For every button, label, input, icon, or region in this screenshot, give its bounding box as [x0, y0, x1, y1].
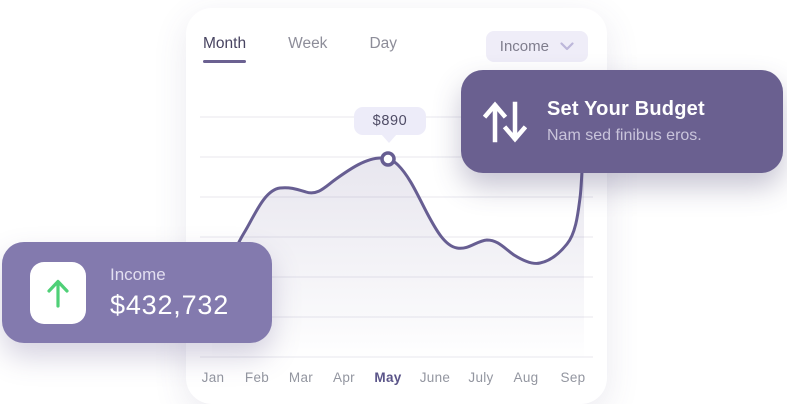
- metric-dropdown-value: Income: [499, 38, 549, 55]
- arrow-up-icon: [47, 279, 69, 308]
- set-budget-card[interactable]: Set Your Budget Nam sed finibus eros.: [461, 70, 783, 173]
- arrows-up-down-icon: [483, 101, 527, 142]
- value-tooltip: $890: [354, 107, 426, 135]
- x-label-aug: Aug: [513, 370, 539, 385]
- tab-week[interactable]: Week: [288, 35, 327, 53]
- x-label-sep: Sep: [560, 370, 586, 385]
- value-tooltip-label: $890: [372, 113, 408, 129]
- income-icon-box: [30, 261, 86, 324]
- chart-canvas[interactable]: [186, 8, 607, 404]
- active-tab-underline: [203, 60, 247, 63]
- budget-texts: Set Your Budget Nam sed finibus eros.: [547, 98, 705, 145]
- tab-month[interactable]: Month: [203, 35, 247, 63]
- income-card-value: $432,732: [110, 289, 230, 320]
- chart-panel: Month Week Day Income: [186, 8, 607, 404]
- income-summary-card: Income $432,732: [2, 242, 272, 343]
- metric-dropdown[interactable]: Income: [485, 31, 588, 62]
- x-label-jan: Jan: [201, 370, 225, 385]
- value-tooltip-pointer: [381, 134, 397, 143]
- income-texts: Income $432,732: [110, 265, 229, 321]
- budget-card-title: Set Your Budget: [547, 98, 705, 120]
- x-label-may: May: [374, 370, 402, 385]
- tab-month-label: Month: [203, 35, 247, 52]
- x-label-mar: Mar: [288, 370, 314, 385]
- income-card-label: Income: [110, 264, 166, 284]
- x-label-feb: Feb: [244, 370, 270, 385]
- data-point-marker[interactable]: [380, 151, 396, 167]
- time-range-tabs: Month Week Day: [203, 35, 397, 63]
- tab-day[interactable]: Day: [369, 35, 397, 53]
- x-label-july: July: [468, 370, 494, 385]
- x-label-apr: Apr: [333, 370, 355, 385]
- budget-card-subtitle: Nam sed finibus eros.: [547, 127, 702, 144]
- tab-day-label: Day: [369, 35, 398, 52]
- chevron-down-icon: [560, 42, 574, 51]
- tab-week-label: Week: [288, 35, 328, 52]
- x-label-june: June: [419, 370, 451, 385]
- income-line: [210, 134, 586, 306]
